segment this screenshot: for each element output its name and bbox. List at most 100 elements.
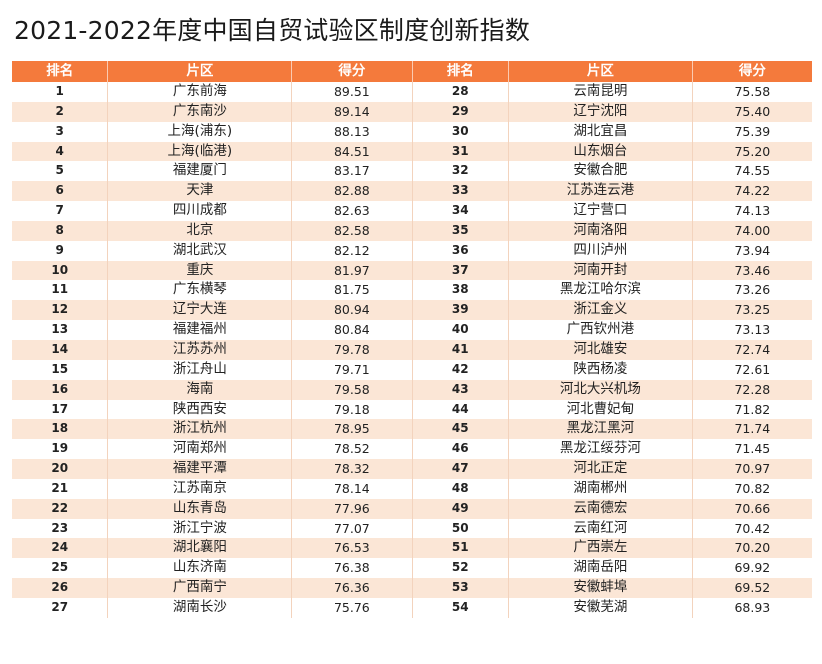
zone-cell: 河南郑州: [107, 439, 291, 460]
score-cell: 73.94: [691, 240, 812, 261]
zone-cell: 上海(浦东): [107, 121, 291, 142]
score-cell: 74.22: [691, 181, 812, 202]
rank-cell: 31: [411, 141, 508, 162]
zone-cell: 云南德宏: [507, 498, 692, 519]
zone-cell: 广西南宁: [107, 578, 291, 598]
rank-cell: 39: [411, 300, 508, 321]
zone-cell: 河北正定: [507, 459, 692, 479]
rank-cell: 15: [51, 361, 69, 376]
score-cell: 73.25: [691, 300, 812, 321]
score-cell: 83.17: [291, 161, 411, 182]
score-cell: 73.26: [691, 280, 812, 301]
table-row: 9 湖北武汉 82.12 36 四川泸州 73.94: [12, 240, 812, 261]
score-cell: 70.97: [691, 459, 812, 479]
score-cell: 70.66: [691, 498, 812, 519]
rank-cell: 54: [411, 597, 508, 618]
zone-cell: 陕西西安: [107, 399, 291, 420]
score-cell: 79.58: [291, 379, 411, 400]
rank-cell: 52: [411, 558, 508, 579]
zone-cell: 云南昆明: [507, 82, 692, 102]
rank-cell: 9: [55, 242, 64, 257]
header-rank-2: 排名: [411, 61, 508, 82]
zone-cell: 江苏南京: [107, 478, 291, 499]
score-cell: 82.58: [291, 220, 411, 241]
score-cell: 79.78: [291, 339, 411, 360]
zone-cell: 河南洛阳: [507, 220, 692, 241]
zone-cell: 湖南郴州: [507, 478, 692, 499]
score-cell: 77.07: [291, 518, 411, 539]
score-cell: 75.40: [691, 101, 812, 122]
zone-cell: 河北曹妃甸: [507, 399, 692, 420]
table-row: 25 山东济南 76.38 52 湖南岳阳 69.92: [12, 558, 812, 579]
score-cell: 74.13: [691, 201, 812, 221]
zone-cell: 江苏苏州: [107, 339, 291, 360]
zone-cell: 安徽合肥: [507, 161, 692, 182]
rank-cell: 38: [411, 280, 508, 301]
table-row: 8 北京 82.58 35 河南洛阳 74.00: [12, 220, 812, 241]
table-row: 16 海南 79.58 43 河北大兴机场 72.28: [12, 379, 812, 400]
rank-cell: 40: [411, 320, 508, 340]
rank-cell: 19: [51, 441, 69, 456]
score-cell: 79.18: [291, 399, 411, 420]
rank-cell: 27: [51, 599, 69, 614]
score-cell: 81.75: [291, 280, 411, 301]
score-cell: 82.12: [291, 240, 411, 261]
rank-cell: 3: [55, 123, 64, 138]
zone-cell: 四川泸州: [507, 240, 692, 261]
zone-cell: 河北雄安: [507, 339, 692, 360]
rank-cell: 37: [411, 260, 508, 281]
table-header: 排名 片区 得分 排名 片区 得分: [12, 61, 812, 82]
table-row: 3 上海(浦东) 88.13 30 湖北宜昌 75.39: [12, 121, 812, 142]
zone-cell: 浙江杭州: [107, 419, 291, 440]
score-cell: 89.51: [291, 82, 411, 102]
rank-cell: 24: [51, 540, 69, 555]
rank-cell: 51: [411, 538, 508, 559]
zone-cell: 山东青岛: [107, 498, 291, 519]
rank-cell: 25: [51, 560, 69, 575]
zone-cell: 江苏连云港: [507, 181, 692, 202]
zone-cell: 安徽芜湖: [507, 597, 692, 618]
table-row: 1 广东前海 89.51 28 云南昆明 75.58: [12, 82, 812, 102]
table-row: 15 浙江舟山 79.71 42 陕西杨凌 72.61: [12, 359, 812, 380]
zone-cell: 湖北襄阳: [107, 538, 291, 559]
score-cell: 72.61: [691, 359, 812, 380]
score-cell: 76.36: [291, 578, 411, 598]
ranking-table: 排名 片区 得分 排名 片区 得分 1 广东前海 89.51 28 云南昆明 75.58 2…: [12, 61, 812, 618]
table-row: 5 福建厦门 83.17 32 安徽合肥 74.55: [12, 161, 812, 182]
rank-cell: 12: [51, 302, 69, 317]
rank-cell: 18: [51, 421, 69, 436]
score-cell: 81.97: [291, 260, 411, 281]
zone-cell: 广东南沙: [107, 101, 291, 122]
table-body: 1 广东前海 89.51 28 云南昆明 75.58 2 广东南沙 89.14 29 辽宁沈阳 75.…: [12, 82, 812, 618]
rank-cell: 36: [411, 240, 508, 261]
rank-cell: 23: [51, 520, 69, 535]
rank-cell: 14: [51, 341, 69, 356]
rank-cell: 47: [411, 459, 508, 479]
score-cell: 76.53: [291, 538, 411, 559]
score-cell: 70.20: [691, 538, 812, 559]
score-cell: 70.42: [691, 518, 812, 539]
score-cell: 80.84: [291, 320, 411, 340]
score-cell: 78.14: [291, 478, 411, 499]
zone-cell: 湖南长沙: [107, 597, 291, 618]
score-cell: 88.13: [291, 121, 411, 142]
header-zone: 片区: [107, 61, 291, 82]
rank-cell: 43: [411, 379, 508, 400]
rank-cell: 10: [51, 262, 69, 277]
score-cell: 73.46: [691, 260, 812, 281]
rank-cell: 35: [411, 220, 508, 241]
zone-cell: 福建福州: [107, 320, 291, 340]
rank-cell: 29: [411, 101, 508, 122]
score-cell: 75.39: [691, 121, 812, 142]
zone-cell: 黑龙江黑河: [507, 419, 692, 440]
rank-cell: 11: [51, 282, 69, 297]
rank-cell: 48: [411, 478, 508, 499]
table-row: 20 福建平潭 78.32 47 河北正定 70.97: [12, 459, 812, 479]
score-cell: 82.88: [291, 181, 411, 202]
score-cell: 71.82: [691, 399, 812, 420]
score-cell: 89.14: [291, 101, 411, 122]
zone-cell: 浙江舟山: [107, 359, 291, 380]
rank-cell: 2: [55, 103, 64, 118]
zone-cell: 广东横琴: [107, 280, 291, 301]
zone-cell: 广西钦州港: [507, 320, 692, 340]
